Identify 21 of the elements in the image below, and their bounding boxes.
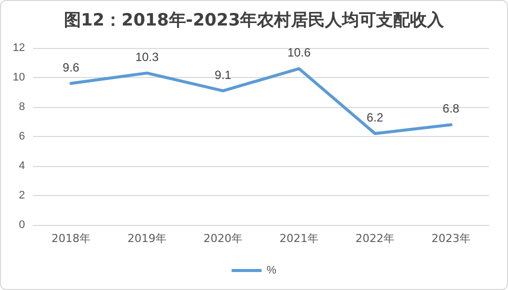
legend-label: % xyxy=(266,264,277,276)
x-tick-label: 2023年 xyxy=(432,232,470,245)
x-tick-label: 2018年 xyxy=(52,232,90,245)
data-label: 10.6 xyxy=(287,46,311,60)
y-tick-label: 2 xyxy=(18,190,25,202)
y-tick-label: 12 xyxy=(12,42,25,54)
chart-title: 图12：2018年-2023年农村居民人均可支配收入 xyxy=(64,10,446,30)
data-label: 10.3 xyxy=(135,50,159,64)
x-tick-label: 2019年 xyxy=(128,232,166,245)
data-label: 9.1 xyxy=(214,68,232,82)
x-tick-label: 2021年 xyxy=(280,232,318,245)
y-tick-label: 8 xyxy=(18,101,25,113)
y-tick-label: 6 xyxy=(18,130,25,142)
x-tick-label: 2020年 xyxy=(204,232,242,245)
y-tick-label: 10 xyxy=(12,72,25,84)
data-label: 6.8 xyxy=(442,102,460,116)
y-tick-label: 0 xyxy=(18,219,25,231)
y-tick-label: 4 xyxy=(18,160,25,172)
data-label: 6.2 xyxy=(366,110,384,125)
x-tick-label: 2022年 xyxy=(356,232,394,245)
data-label: 9.6 xyxy=(62,60,80,74)
